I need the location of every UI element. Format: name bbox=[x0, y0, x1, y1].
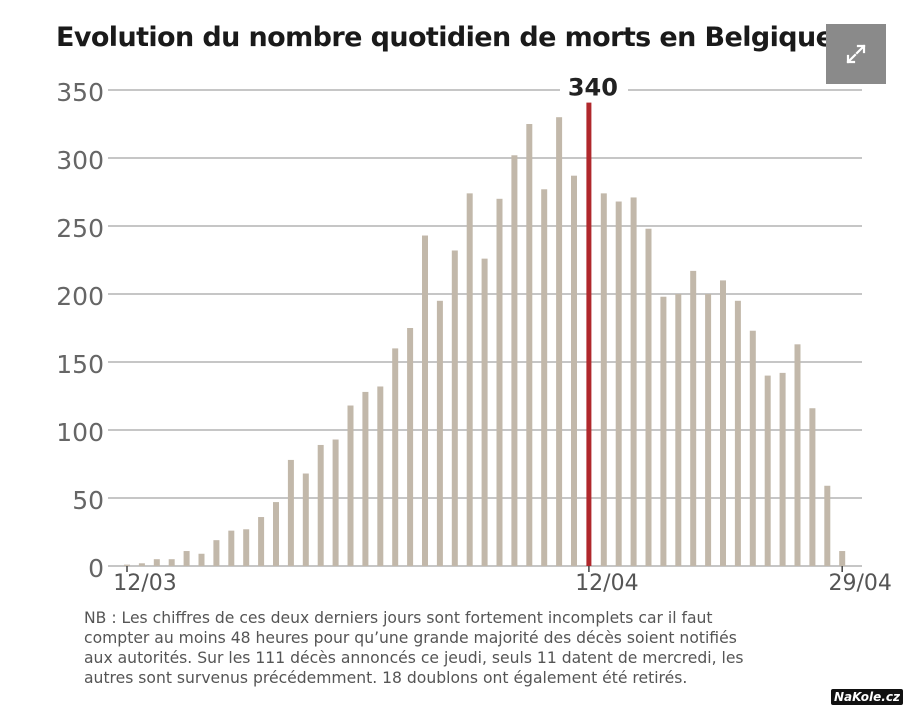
bar bbox=[362, 391, 369, 566]
expand-arrows-icon bbox=[846, 44, 866, 64]
bar bbox=[556, 117, 563, 566]
bar bbox=[124, 564, 130, 566]
y-tick-label: 0 bbox=[88, 554, 104, 583]
bar bbox=[675, 294, 682, 566]
bar bbox=[541, 189, 548, 566]
footnote-line: aux autorités. Sur les 111 décès annoncé… bbox=[84, 649, 744, 667]
y-tick-label: 350 bbox=[56, 78, 104, 107]
bar bbox=[153, 559, 160, 566]
bar bbox=[630, 197, 637, 566]
bar bbox=[496, 198, 503, 567]
footnote-line: NB : Les chiffres de ces deux derniers j… bbox=[84, 609, 713, 627]
bar bbox=[720, 280, 726, 566]
x-tick-label: 29/04 bbox=[828, 571, 891, 596]
footnote-line: autres sont survenus précédemment. 18 do… bbox=[84, 669, 688, 687]
bar bbox=[258, 517, 265, 566]
bar bbox=[511, 155, 518, 566]
y-tick-label: 300 bbox=[56, 146, 104, 175]
expand-button[interactable] bbox=[826, 24, 886, 84]
chart-title: Evolution du nombre quotidien de morts e… bbox=[56, 22, 834, 53]
bar bbox=[466, 193, 473, 567]
y-tick-label: 100 bbox=[56, 418, 104, 447]
bar bbox=[526, 124, 533, 566]
bar bbox=[347, 405, 354, 566]
bar bbox=[183, 551, 190, 566]
bar bbox=[749, 330, 756, 566]
bar bbox=[571, 175, 577, 566]
bar bbox=[243, 529, 250, 566]
bar bbox=[660, 296, 667, 566]
footnote-line: compter au moins 48 heures pour qu’une g… bbox=[84, 629, 737, 647]
footnote: NB : Les chiffres de ces deux derniers j… bbox=[84, 608, 844, 688]
x-tick-label: 12/03 bbox=[113, 571, 176, 596]
bar bbox=[839, 551, 846, 566]
bar-chart: 0 50 100 150 200 250 300 350 340 12/03 12/04 29/04 bbox=[56, 74, 892, 596]
bar bbox=[764, 375, 771, 566]
highlight-label: 340 bbox=[568, 74, 618, 102]
bar bbox=[213, 540, 220, 566]
bar bbox=[138, 563, 145, 566]
bar bbox=[436, 300, 443, 566]
bar bbox=[645, 228, 652, 566]
y-tick-label: 200 bbox=[56, 282, 104, 311]
bar bbox=[705, 294, 712, 566]
bar bbox=[168, 559, 175, 566]
bar bbox=[481, 258, 488, 566]
bar bbox=[198, 553, 205, 566]
bar bbox=[377, 386, 384, 566]
highlight-bar bbox=[586, 102, 592, 566]
bar bbox=[287, 459, 294, 566]
y-tick-label: 150 bbox=[56, 350, 104, 379]
bar bbox=[228, 530, 235, 566]
bar bbox=[392, 348, 399, 566]
bar bbox=[451, 250, 458, 567]
bar bbox=[407, 328, 414, 566]
bar bbox=[734, 300, 741, 566]
y-tick-label: 50 bbox=[72, 486, 104, 515]
bar bbox=[809, 408, 816, 566]
bar bbox=[794, 344, 801, 566]
bar bbox=[332, 439, 339, 566]
bar bbox=[317, 444, 324, 566]
watermark: NaKole.cz bbox=[831, 689, 903, 705]
bar bbox=[600, 193, 607, 567]
x-tick-label: 12/04 bbox=[575, 571, 638, 596]
bar bbox=[779, 372, 786, 566]
bar bbox=[615, 201, 622, 566]
bar bbox=[422, 235, 428, 566]
y-tick-label: 250 bbox=[56, 214, 104, 243]
bar bbox=[302, 473, 309, 566]
bar bbox=[824, 485, 831, 566]
bar bbox=[273, 502, 279, 566]
bar bbox=[690, 270, 697, 566]
